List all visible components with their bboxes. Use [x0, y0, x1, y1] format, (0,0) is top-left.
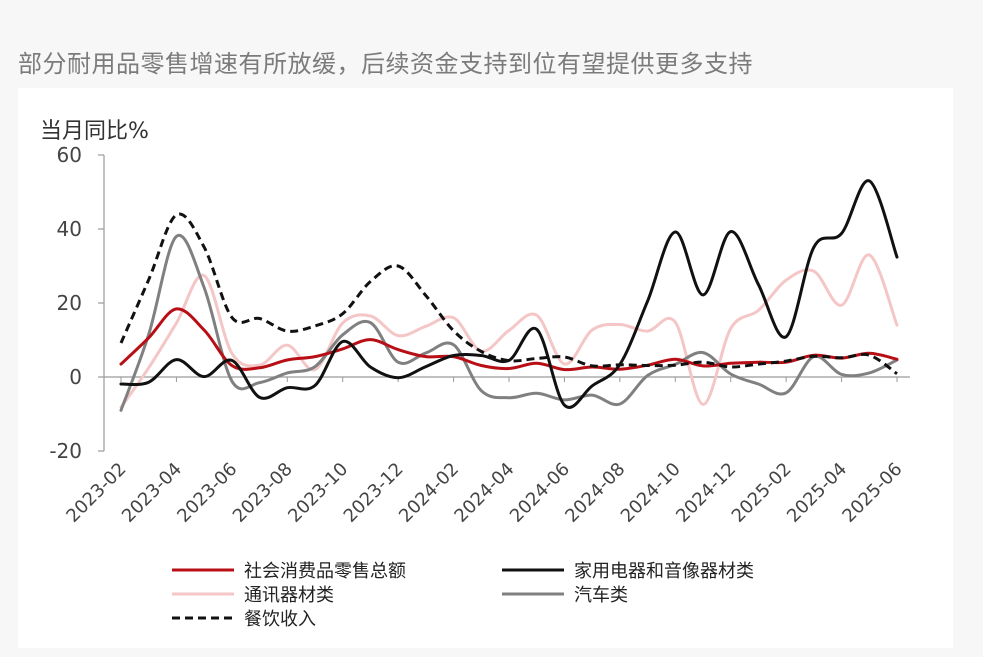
x-tick-label: 2023-08: [229, 459, 297, 527]
series-line-home-appliances: [119, 179, 899, 409]
y-tick-label: 40: [57, 217, 82, 241]
x-tick-label: 2023-04: [118, 459, 186, 527]
legend-label-catering-revenue: 餐饮收入: [244, 609, 316, 630]
x-tick-label: 2024-06: [506, 459, 574, 527]
x-tick-label: 2025-02: [728, 459, 796, 527]
x-tick-label: 2024-10: [617, 459, 685, 527]
legend-label-automobiles: 汽车类: [574, 585, 628, 606]
series-line-catering-revenue: [119, 212, 898, 375]
x-tick-label: 2023-10: [284, 459, 352, 527]
series-line-automobiles: [119, 233, 899, 412]
x-tick-label: 2023-02: [62, 459, 130, 527]
x-tick-label: 2024-02: [395, 459, 463, 527]
x-tick-label: 2023-06: [173, 459, 241, 527]
y-tick-label: 60: [57, 143, 82, 167]
chart-panel: [18, 88, 953, 648]
x-tick-label: 2025-04: [783, 459, 851, 527]
series-line-retail-total: [119, 307, 899, 372]
series-line-telecom-equipment: [119, 253, 899, 409]
y-tick-label: 20: [57, 291, 82, 315]
y-axis-label: 当月同比%: [40, 119, 149, 144]
y-tick-label: 0: [69, 365, 82, 389]
y-tick-label: -20: [49, 439, 82, 463]
axes-layer: 当月同比%-2002040602023-022023-042023-062023…: [40, 119, 910, 527]
legend-label-retail-total: 社会消费品零售总额: [244, 561, 406, 582]
x-tick-label: 2024-04: [450, 459, 518, 527]
series-layer: [119, 179, 899, 412]
x-tick-label: 2024-08: [561, 459, 629, 527]
legend-label-home-appliances: 家用电器和音像器材类: [574, 561, 754, 582]
x-tick-label: 2023-12: [340, 459, 408, 527]
x-tick-label: 2025-06: [838, 459, 906, 527]
legend-label-telecom-equipment: 通讯器材类: [244, 585, 334, 606]
page-title: 部分耐用品零售增速有所放缓，后续资金支持到位有望提供更多支持: [18, 50, 753, 78]
x-tick-label: 2024-12: [672, 459, 740, 527]
